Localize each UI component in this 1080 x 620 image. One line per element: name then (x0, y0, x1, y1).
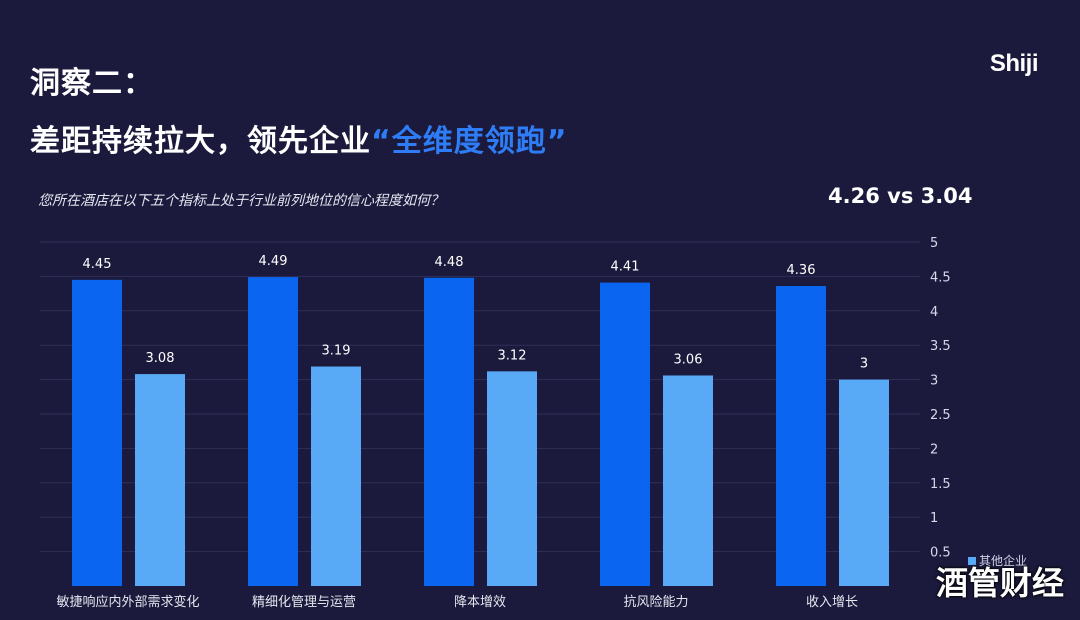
x-tick-label: 降本增效 (454, 595, 506, 610)
y-tick-label: 2 (930, 442, 938, 457)
y-tick-label: 5 (930, 236, 938, 251)
y-tick-label: 1 (930, 511, 938, 526)
bar-series1 (72, 279, 122, 586)
slide-title-line1: 洞察二： (30, 66, 154, 101)
chart-data-labels: 4.45 3.08 4.49 3.19 4.48 3.12 4.41 3.06 4.36 3 (83, 254, 869, 372)
y-tick-label: 4 (930, 305, 938, 320)
bar-series2 (839, 379, 889, 586)
chart-bars (72, 277, 889, 586)
bar-series1 (424, 277, 474, 586)
watermark: 酒管财经 (935, 564, 1064, 602)
y-tick-label: 2.5 (930, 408, 951, 423)
data-label: 4.45 (83, 257, 112, 272)
x-tick-label: 收入增长 (806, 595, 858, 610)
title-highlight-text: “全维度领跑” (371, 124, 568, 159)
data-label: 3.19 (322, 344, 351, 359)
chart-legend: 其他企业 (968, 553, 1027, 569)
data-label: 4.49 (259, 254, 288, 269)
chart-grid (40, 241, 920, 553)
bar-series2 (135, 374, 185, 586)
bar-series1 (776, 286, 826, 586)
shiji-logo: Shiji (989, 50, 1039, 77)
data-label: 3.08 (146, 351, 175, 366)
chart-y-ticks: 0.5 1 1.5 2 2.5 3 3.5 4 4.5 5 (930, 236, 951, 561)
y-tick-label: 3 (930, 374, 938, 389)
legend-label-series2: 其他企业 (979, 554, 1028, 568)
bar-series1 (248, 277, 298, 586)
score-comparison: 4.26 vs 3.04 (828, 184, 973, 208)
y-tick-label: 4.5 (930, 270, 951, 285)
data-label: 3.12 (498, 348, 527, 363)
x-tick-label: 抗风险能力 (623, 595, 688, 610)
title-main-text: 差距持续拉大，领先企业 (30, 124, 371, 159)
bar-series2 (663, 375, 713, 586)
data-label: 4.48 (435, 255, 464, 270)
data-label: 3 (860, 357, 868, 372)
data-label: 4.41 (611, 260, 640, 275)
bar-series2 (311, 366, 361, 586)
data-label: 4.36 (787, 263, 816, 278)
legend-item-series2: 其他企业 (968, 553, 1027, 569)
chart-x-ticks: 敏捷响应内外部需求变化 精细化管理与运营 降本增效 抗风险能力 收入增长 (56, 594, 858, 610)
x-tick-label: 精细化管理与运营 (252, 595, 356, 610)
legend-swatch-series2 (968, 557, 976, 565)
survey-question: 您所在酒店在以下五个指标上处于行业前列地位的信心程度如何？ (38, 193, 444, 209)
bar-series1 (600, 282, 650, 586)
bar-series2 (487, 371, 537, 586)
y-tick-label: 0.5 (930, 546, 951, 561)
slide-title-line2: 差距持续拉大，领先企业“全维度领跑” (30, 116, 567, 160)
x-tick-label: 敏捷响应内外部需求变化 (56, 594, 199, 610)
data-label: 3.06 (674, 352, 703, 367)
y-tick-label: 1.5 (930, 477, 951, 492)
y-tick-label: 3.5 (930, 339, 951, 354)
